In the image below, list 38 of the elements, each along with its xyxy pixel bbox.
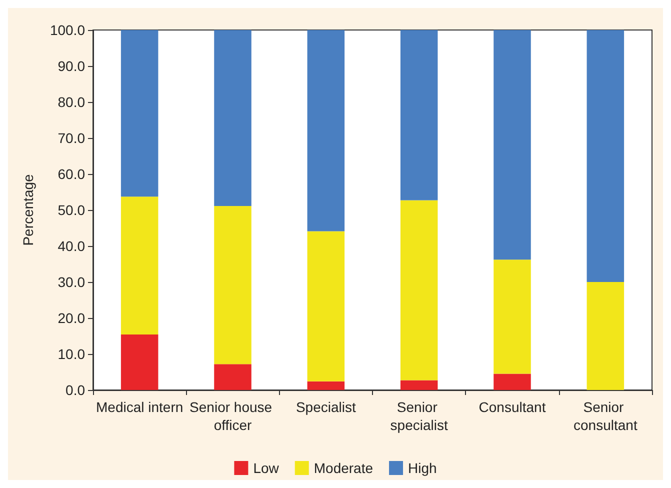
bar bbox=[586, 282, 624, 390]
y-tick-label: 10.0 bbox=[58, 346, 86, 362]
bar bbox=[120, 196, 158, 335]
x-tick-label: Senior specialist bbox=[390, 399, 448, 433]
bar bbox=[586, 30, 624, 282]
bar bbox=[494, 374, 531, 390]
legend-label: High bbox=[408, 460, 437, 476]
y-tick-label: 50.0 bbox=[58, 202, 86, 218]
y-tick-label: 40.0 bbox=[58, 238, 86, 254]
y-tick-label: 0.0 bbox=[66, 382, 86, 398]
x-tick-label: Medical intern bbox=[96, 399, 184, 415]
y-tick-label: 30.0 bbox=[58, 274, 86, 290]
x-tick-label: Senior consultant bbox=[574, 399, 638, 433]
bar bbox=[120, 334, 158, 390]
y-tick-label: 20.0 bbox=[58, 310, 86, 326]
bar bbox=[400, 30, 438, 200]
bar bbox=[494, 30, 531, 260]
bar bbox=[307, 30, 345, 232]
y-tick-label: 90.0 bbox=[58, 58, 86, 74]
y-tick-label: 80.0 bbox=[58, 94, 86, 110]
bar bbox=[214, 206, 252, 364]
bar bbox=[307, 381, 345, 390]
y-axis-title: Percentage bbox=[20, 174, 36, 246]
bar bbox=[494, 260, 531, 374]
bar bbox=[120, 30, 158, 197]
bar bbox=[214, 364, 252, 390]
y-tick-label: 70.0 bbox=[58, 130, 86, 146]
x-tick-label: Specialist bbox=[296, 399, 356, 415]
bar bbox=[400, 200, 438, 380]
y-tick-label: 100.0 bbox=[50, 22, 86, 38]
bar bbox=[400, 380, 438, 390]
bar bbox=[214, 30, 252, 206]
legend-label: Moderate bbox=[314, 460, 374, 476]
bar bbox=[307, 231, 345, 382]
legend-label: Low bbox=[253, 460, 280, 476]
x-tick-label: Consultant bbox=[478, 399, 546, 415]
y-tick-label: 60.0 bbox=[58, 166, 86, 182]
x-tick-label: Senior house officer bbox=[190, 399, 276, 433]
